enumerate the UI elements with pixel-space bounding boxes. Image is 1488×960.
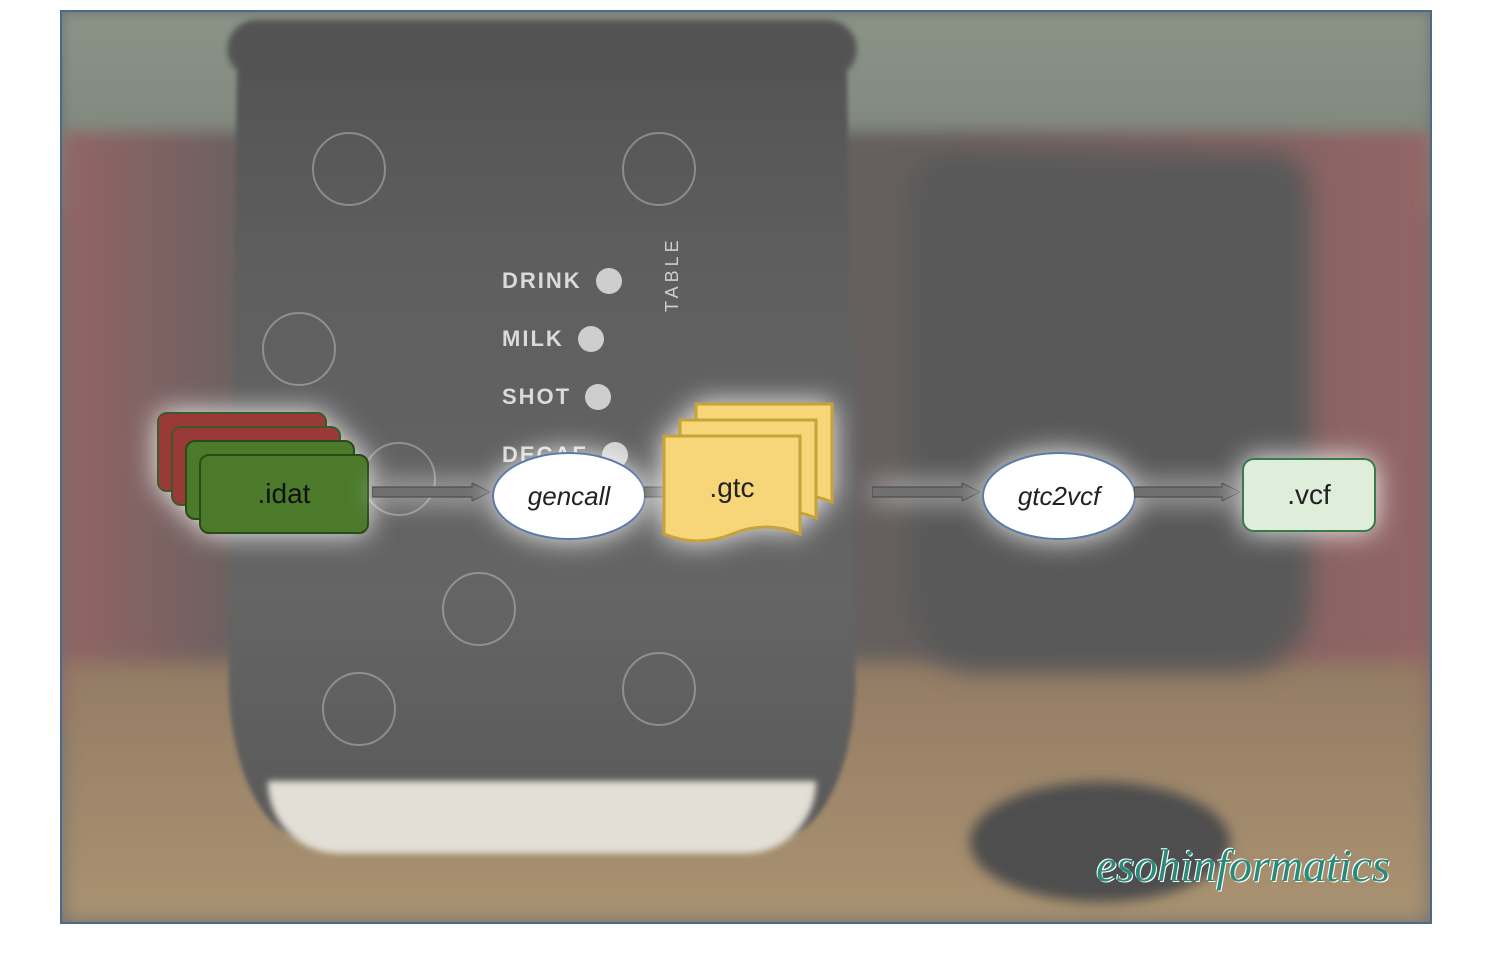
- pipeline-diagram: .idat gencall: [62, 12, 1430, 922]
- gencall-label: gencall: [528, 481, 610, 512]
- idat-card-front: .idat: [199, 454, 369, 534]
- vcf-label: .vcf: [1287, 479, 1331, 511]
- gtc-doc-front: .gtc: [662, 434, 802, 556]
- node-gencall: gencall: [492, 452, 646, 540]
- diagram-frame: DRINK MILK SHOT DECAF EXTRA TABLE .idat: [60, 10, 1432, 924]
- arrow-gtc2vcf-to-vcf: [1134, 483, 1240, 501]
- idat-label: .idat: [258, 478, 311, 510]
- gtc-label: .gtc: [662, 472, 802, 504]
- node-gtc2vcf: gtc2vcf: [982, 452, 1136, 540]
- node-gtc: .gtc: [662, 402, 872, 572]
- watermark-text: esohinformatics: [1096, 839, 1390, 892]
- node-vcf: .vcf: [1242, 458, 1376, 532]
- arrow-gtc-to-gtc2vcf: [872, 483, 980, 501]
- gtc2vcf-label: gtc2vcf: [1018, 481, 1100, 512]
- node-idat: .idat: [157, 412, 369, 534]
- arrow-idat-to-gencall: [372, 483, 490, 501]
